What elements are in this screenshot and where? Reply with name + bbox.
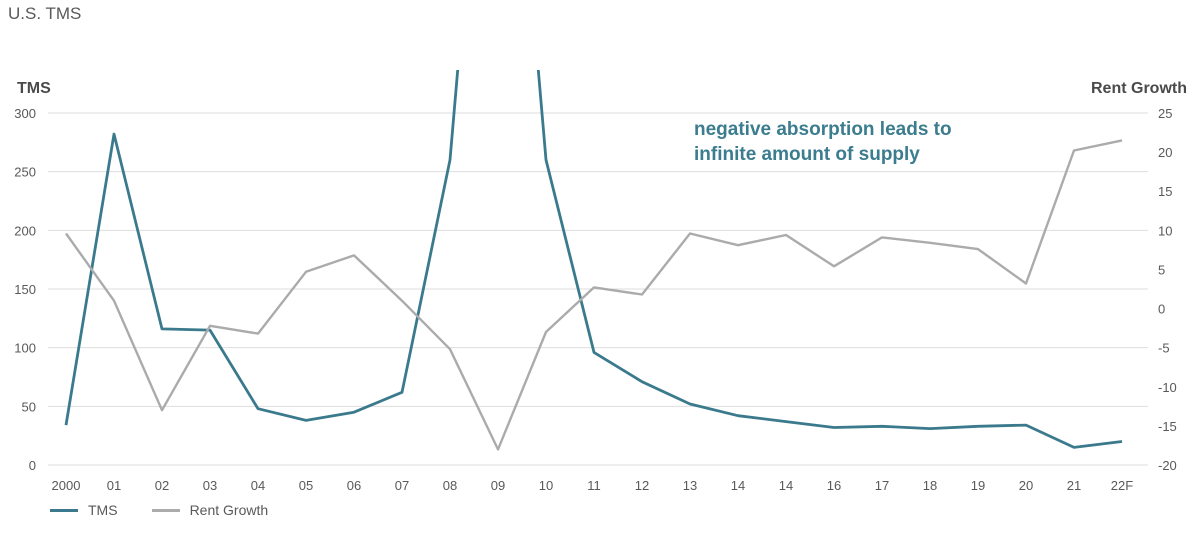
x-axis-tick-label: 22F (1111, 478, 1133, 493)
x-axis-tick-label: 09 (491, 478, 505, 493)
x-axis-tick-label: 03 (203, 478, 217, 493)
left-axis-tick-label: 150 (14, 282, 36, 297)
x-axis-tick-label: 07 (395, 478, 409, 493)
legend-label-rent-growth: Rent Growth (189, 502, 269, 518)
x-axis-tick-label: 04 (251, 478, 265, 493)
left-axis-tick-label: 300 (14, 106, 36, 121)
right-axis-tick-label: 10 (1158, 223, 1172, 238)
chart-annotation: negative absorption leads to infinite am… (694, 117, 952, 167)
x-axis-tick-label: 17 (875, 478, 889, 493)
x-axis-tick-label: 21 (1067, 478, 1081, 493)
legend-item-rent-growth: Rent Growth (151, 502, 269, 518)
x-axis-tick-label: 08 (443, 478, 457, 493)
legend-swatch-tms (50, 508, 78, 512)
right-axis-tick-label: 15 (1158, 184, 1172, 199)
legend-label-tms: TMS (88, 502, 118, 518)
left-axis-tick-label: 100 (14, 341, 36, 356)
x-axis-tick-label: 06 (347, 478, 361, 493)
legend-swatch-rent-growth (151, 508, 180, 512)
x-axis-tick-label: 12 (635, 478, 649, 493)
annotation-line-1: negative absorption leads to (694, 119, 952, 140)
x-axis-tick-label: 18 (923, 478, 937, 493)
right-axis-tick-label: 20 (1158, 145, 1172, 160)
x-axis-tick-label: 20 (1019, 478, 1033, 493)
x-axis-tick-label: 10 (539, 478, 553, 493)
x-axis-tick-label: 11 (587, 478, 601, 493)
x-axis-tick-label: 2000 (52, 478, 81, 493)
x-axis-tick-label: 01 (107, 478, 121, 493)
right-axis-tick-label: -5 (1158, 341, 1170, 356)
left-axis-tick-label: 200 (14, 223, 36, 238)
right-axis-tick-label: 0 (1158, 302, 1165, 317)
x-axis-tick-label: 19 (971, 478, 985, 493)
x-axis-tick-label: 16 (827, 478, 841, 493)
left-axis-title: TMS (17, 80, 51, 97)
right-axis-title: Rent Growth (1091, 80, 1187, 97)
right-axis-tick-label: -10 (1158, 380, 1177, 395)
right-axis-tick-label: -20 (1158, 458, 1177, 473)
legend-item-tms: TMS (50, 502, 118, 518)
right-axis-tick-label: 25 (1158, 106, 1172, 121)
legend: TMS Rent Growth (50, 502, 302, 518)
left-axis-tick-label: 0 (29, 458, 36, 473)
chart-title: U.S. TMS (8, 4, 82, 23)
right-axis-tick-label: 5 (1158, 262, 1165, 277)
tms-series-line (64, 70, 1123, 449)
x-axis-tick-label: 05 (299, 478, 313, 493)
left-axis-tick-label: 50 (22, 399, 36, 414)
x-axis-tick-label: 02 (155, 478, 169, 493)
left-axis-tick-label: 250 (14, 165, 36, 180)
rent-growth-series-line (65, 139, 1123, 451)
x-axis-tick-label: 14 (731, 478, 745, 493)
right-axis-tick-label: -15 (1158, 419, 1177, 434)
annotation-line-2: infinite amount of supply (694, 144, 920, 165)
x-axis-tick-label: 14 (779, 478, 793, 493)
x-axis-tick-label: 13 (683, 478, 697, 493)
